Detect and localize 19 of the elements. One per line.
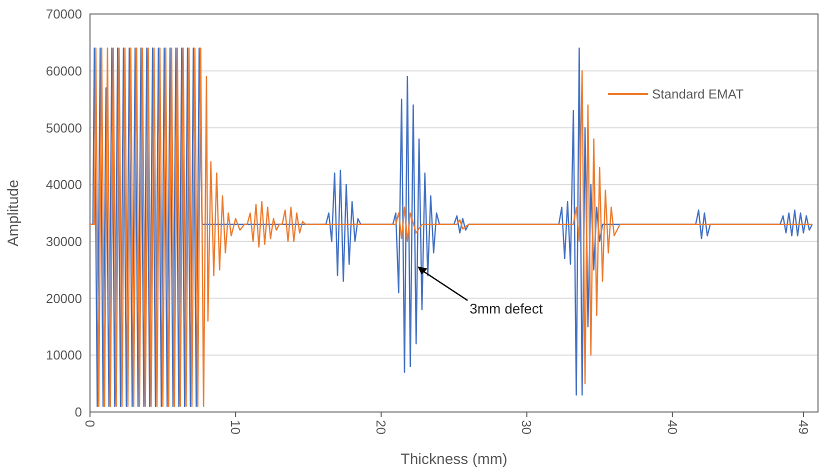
- x-tick-label: 49: [796, 420, 811, 434]
- x-tick-label: 10: [228, 420, 244, 434]
- y-tick-label: 0: [74, 404, 82, 420]
- y-axis-title: Amplitude: [5, 180, 22, 246]
- y-tick-label: 60000: [46, 63, 82, 78]
- x-tick-label: 0: [82, 420, 98, 428]
- y-tick-label: 70000: [46, 6, 82, 22]
- y-tick-label: 50000: [46, 120, 82, 136]
- y-tick-label: 30000: [46, 234, 82, 249]
- x-tick-label: 40: [664, 420, 680, 434]
- legend-label: Standard EMAT: [652, 86, 744, 102]
- x-tick-label: 30: [519, 420, 534, 434]
- y-tick-label: 20000: [46, 290, 82, 306]
- annotation: 3mm defect: [470, 300, 543, 316]
- line-series: [89, 47, 813, 407]
- x-tick-label: 20: [374, 420, 389, 434]
- y-tick-label: 40000: [46, 177, 82, 192]
- x-axis-title: Thickness (mm): [400, 451, 508, 468]
- y-tick-label: 10000: [46, 348, 82, 363]
